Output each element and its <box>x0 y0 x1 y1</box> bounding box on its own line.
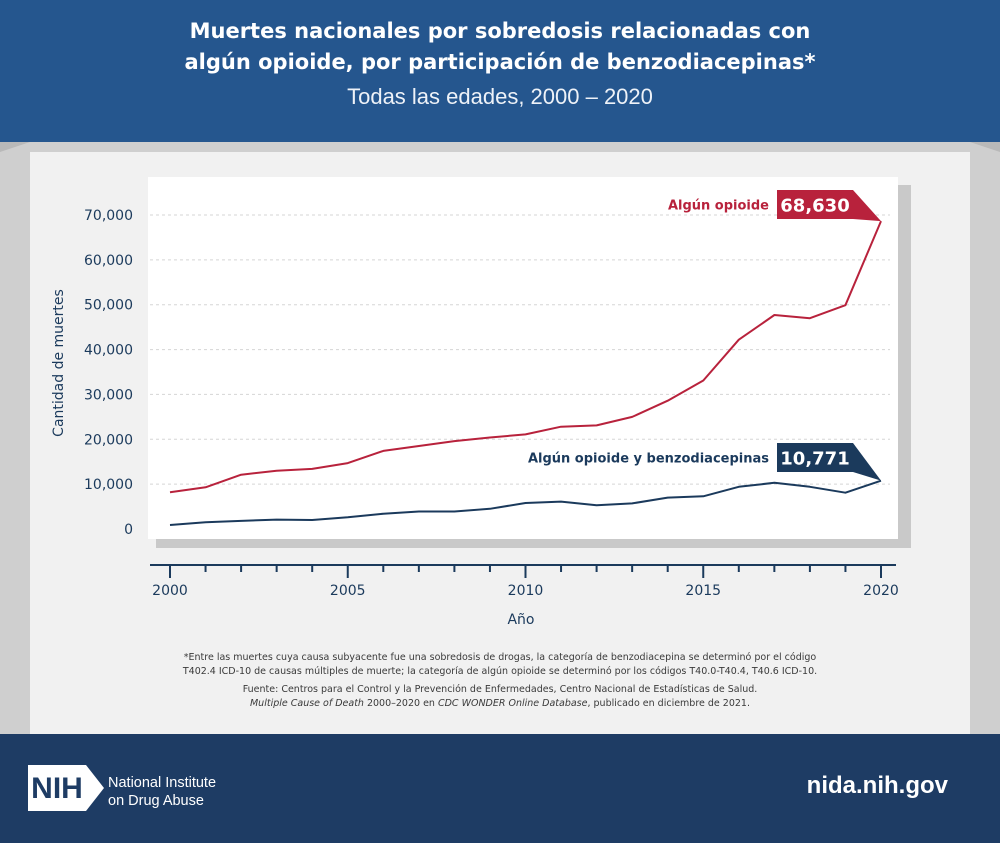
frame-corner-left <box>0 142 30 152</box>
source-line2: Multiple Cause of Death 2000–2020 en CDC… <box>60 697 940 711</box>
x-tick-label: 2005 <box>330 583 366 599</box>
website-link[interactable]: nida.nih.gov <box>806 772 948 799</box>
chart-subtitle: Todas las edades, 2000 – 2020 <box>347 84 653 109</box>
footnote-line2: T402.4 ICD-10 de causas múltiples de mue… <box>182 666 818 677</box>
organization-name-line1: National Institute <box>108 775 217 791</box>
series-callouts: 68,630 Algún opioide 10,771 Algún opioide y… <box>528 190 881 481</box>
y-tick-label: 30,000 <box>84 387 133 403</box>
x-tick-label: 2015 <box>685 583 721 599</box>
x-axis-label: Año <box>507 612 534 628</box>
source-note: Fuente: Centros para el Control y la Pre… <box>60 683 940 711</box>
frame-corner-right <box>970 142 1000 152</box>
footnote: *Entre las muertes cuya causa subyacente… <box>60 651 940 679</box>
y-tick-label: 10,000 <box>84 477 133 493</box>
chart-title-line2: algún opioide, por participación de benz… <box>184 50 816 74</box>
y-tick-label: 70,000 <box>84 208 133 224</box>
organization-name-line2: on Drug Abuse <box>108 793 204 809</box>
y-tick-label: 20,000 <box>84 432 133 448</box>
footer-banner: NIH National Institute on Drug Abuse nid… <box>0 734 1000 843</box>
y-tick-label: 40,000 <box>84 343 133 359</box>
nih-logo-text: NIH <box>31 772 83 805</box>
footnote-line1: *Entre las muertes cuya causa subyacente… <box>183 652 817 663</box>
x-tick-label: 2000 <box>152 583 188 599</box>
y-tick-label: 60,000 <box>84 253 133 269</box>
x-tick-label: 2010 <box>508 583 544 599</box>
end-value-algun-opioide: 68,630 <box>780 196 849 217</box>
plot-area <box>148 177 898 539</box>
y-tick-label: 50,000 <box>84 298 133 314</box>
y-axis-label: Cantidad de muertes <box>51 289 67 437</box>
source-date: , publicado en diciembre de 2021. <box>587 698 750 709</box>
nih-logo-icon: NIH <box>28 765 104 811</box>
series-line-algun-opioide <box>169 220 882 494</box>
chart-title-line1: Muertes nacionales por sobredosis relaci… <box>189 19 811 43</box>
source-title: Multiple Cause of Death <box>249 698 364 709</box>
organization-name: National Institute on Drug Abuse <box>108 774 216 810</box>
header-banner: Muertes nacionales por sobredosis relaci… <box>0 0 1000 142</box>
x-tick-label: 2020 <box>863 583 899 599</box>
series-line-opioide-y-benzodiacepinas <box>169 479 882 526</box>
series-label-opioide-y-benzodiacepinas: Algún opioide y benzodiacepinas <box>528 452 769 467</box>
source-database: CDC WONDER Online Database <box>437 698 588 709</box>
end-value-pointer-opioide-y-benzodiacepinas <box>853 443 881 481</box>
end-value-opioide-y-benzodiacepinas: 10,771 <box>780 449 849 470</box>
series-lines <box>169 220 882 526</box>
end-value-box-opioide-y-benzodiacepinas <box>777 443 853 472</box>
y-axis-ticks: 0 10,000 20,000 30,000 40,000 50,000 60,000 70,… <box>84 208 133 538</box>
end-value-pointer-algun-opioide <box>853 190 881 222</box>
x-axis-ticks: 2000 2005 2010 2015 2020 <box>152 565 899 599</box>
source-line1: Fuente: Centros para el Control y la Pre… <box>242 684 758 695</box>
end-value-box-algun-opioide <box>777 190 853 219</box>
line-chart: 0 10,000 20,000 30,000 40,000 50,000 60,000 70,… <box>51 177 911 628</box>
series-label-algun-opioide: Algún opioide <box>668 199 769 214</box>
y-tick-label: 0 <box>124 522 133 538</box>
source-years: 2000–2020 en <box>363 698 438 709</box>
